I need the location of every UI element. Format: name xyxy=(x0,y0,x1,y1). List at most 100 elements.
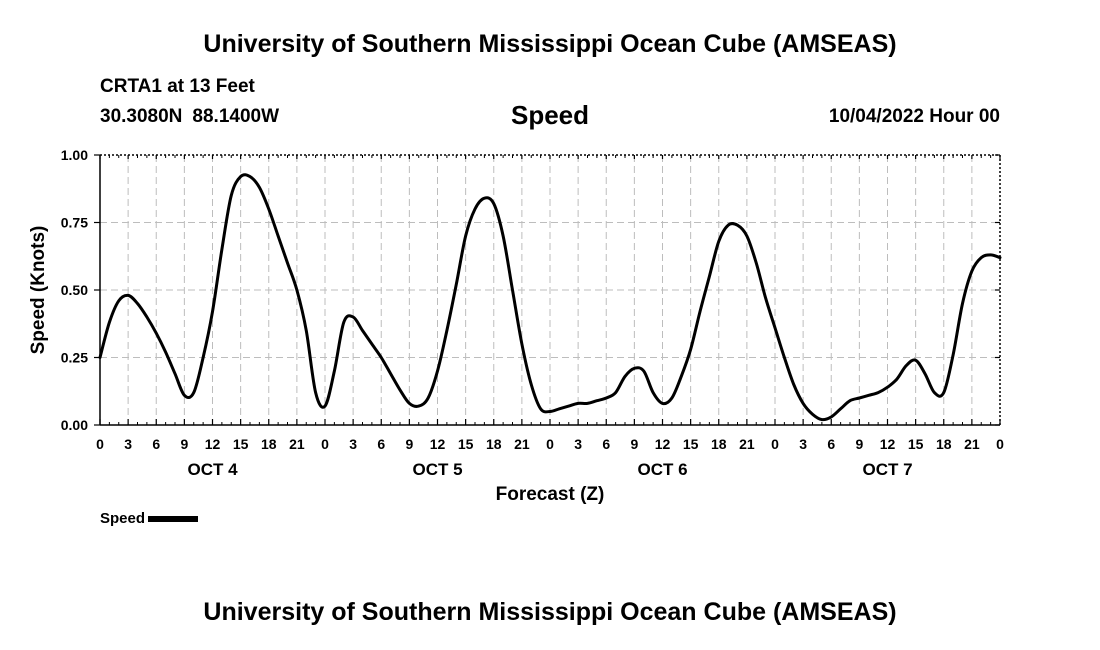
x-axis-label: Forecast (Z) xyxy=(496,484,605,505)
data-point xyxy=(764,297,767,299)
station-coordinates: 30.3080N 88.1400W xyxy=(100,106,279,128)
x-tick-label: 3 xyxy=(349,436,357,452)
data-point xyxy=(736,224,739,226)
data-point xyxy=(614,391,617,394)
data-point xyxy=(980,256,983,259)
x-tick-label: 15 xyxy=(908,436,924,452)
data-point xyxy=(717,240,720,243)
data-point xyxy=(436,370,439,372)
x-tick-label: 6 xyxy=(827,436,835,452)
y-tick-label: 0.75 xyxy=(61,215,88,231)
y-tick-label: 0.50 xyxy=(61,282,88,298)
x-tick-label: 18 xyxy=(711,436,727,452)
data-point xyxy=(146,316,148,318)
data-point xyxy=(446,329,448,332)
data-point xyxy=(971,270,973,272)
latitude: 30.3080N xyxy=(100,106,183,127)
x-tick-label: 0 xyxy=(546,436,554,452)
data-point xyxy=(699,310,701,313)
data-point xyxy=(933,391,936,394)
data-point xyxy=(267,208,270,210)
data-point xyxy=(867,394,870,397)
data-point xyxy=(183,394,186,397)
data-point xyxy=(886,386,889,389)
data-point xyxy=(605,397,608,399)
data-point xyxy=(99,356,101,359)
data-point xyxy=(783,356,786,359)
y-axis-label: Speed (Knots) xyxy=(28,226,49,355)
series-layer xyxy=(98,173,1002,422)
data-point xyxy=(961,302,964,305)
data-point xyxy=(117,300,120,302)
data-point xyxy=(924,372,926,375)
y-tick-label: 0.00 xyxy=(61,417,88,433)
x-tick-label: 3 xyxy=(124,436,132,452)
data-point xyxy=(127,294,129,297)
data-point xyxy=(455,283,458,286)
data-point xyxy=(671,397,673,399)
y-tick-label: 0.25 xyxy=(61,350,88,366)
data-point xyxy=(314,391,317,394)
x-tick-label: 15 xyxy=(458,436,474,452)
data-point xyxy=(108,321,111,324)
data-point xyxy=(427,397,429,399)
forecast-datetime: 10/04/2022 Hour 00 xyxy=(828,106,1000,127)
data-point xyxy=(474,208,476,210)
data-point xyxy=(258,186,261,189)
x-tick-label: 0 xyxy=(96,436,104,452)
data-point xyxy=(136,302,139,305)
data-point xyxy=(942,391,945,394)
day-label: OCT 7 xyxy=(862,460,912,479)
data-point xyxy=(342,321,345,324)
data-point xyxy=(164,351,167,353)
x-tick-label: 6 xyxy=(152,436,160,452)
x-tick-label: 9 xyxy=(180,436,188,452)
data-point xyxy=(249,175,251,178)
data-point xyxy=(858,397,861,399)
data-point xyxy=(792,383,795,386)
x-tick-label: 15 xyxy=(683,436,699,452)
data-point xyxy=(324,405,326,407)
data-point xyxy=(811,413,814,416)
data-point xyxy=(174,372,176,375)
data-point xyxy=(539,408,542,410)
x-tick-label: 18 xyxy=(936,436,952,452)
data-point xyxy=(417,405,420,407)
data-point xyxy=(502,235,504,237)
data-point xyxy=(549,410,551,413)
longitude: 88.1400W xyxy=(192,106,280,127)
legend-swatch xyxy=(148,515,199,522)
data-point xyxy=(399,389,401,391)
data-point xyxy=(511,289,514,291)
x-tick-label: 21 xyxy=(964,436,980,452)
grid xyxy=(100,155,1000,425)
chart-title: Speed xyxy=(510,100,590,130)
data-point xyxy=(746,235,748,237)
x-tick-label: 0 xyxy=(771,436,779,452)
data-point xyxy=(408,402,411,405)
data-point xyxy=(952,354,954,356)
data-point xyxy=(877,391,879,394)
x-tick-label: 15 xyxy=(233,436,249,452)
x-tick-label: 6 xyxy=(602,436,610,452)
data-point xyxy=(567,405,570,407)
data-point xyxy=(352,316,354,318)
data-point xyxy=(155,332,158,335)
station-label: CRTA1 at 13 Feet xyxy=(100,76,255,97)
data-point xyxy=(230,194,233,197)
day-label: OCT 6 xyxy=(637,460,687,479)
data-point xyxy=(905,364,908,367)
data-point xyxy=(830,416,833,418)
data-point xyxy=(558,408,561,410)
data-point xyxy=(586,402,589,405)
data-point xyxy=(361,329,364,332)
x-tick-label: 12 xyxy=(655,436,671,452)
data-point xyxy=(380,356,383,359)
x-tick-label: 0 xyxy=(321,436,329,452)
footer-title: University of Southern Mississippi Ocean… xyxy=(203,598,897,626)
x-tick-label: 21 xyxy=(739,436,755,452)
data-point xyxy=(802,402,804,405)
x-tick-label: 18 xyxy=(486,436,502,452)
data-point xyxy=(596,399,598,402)
